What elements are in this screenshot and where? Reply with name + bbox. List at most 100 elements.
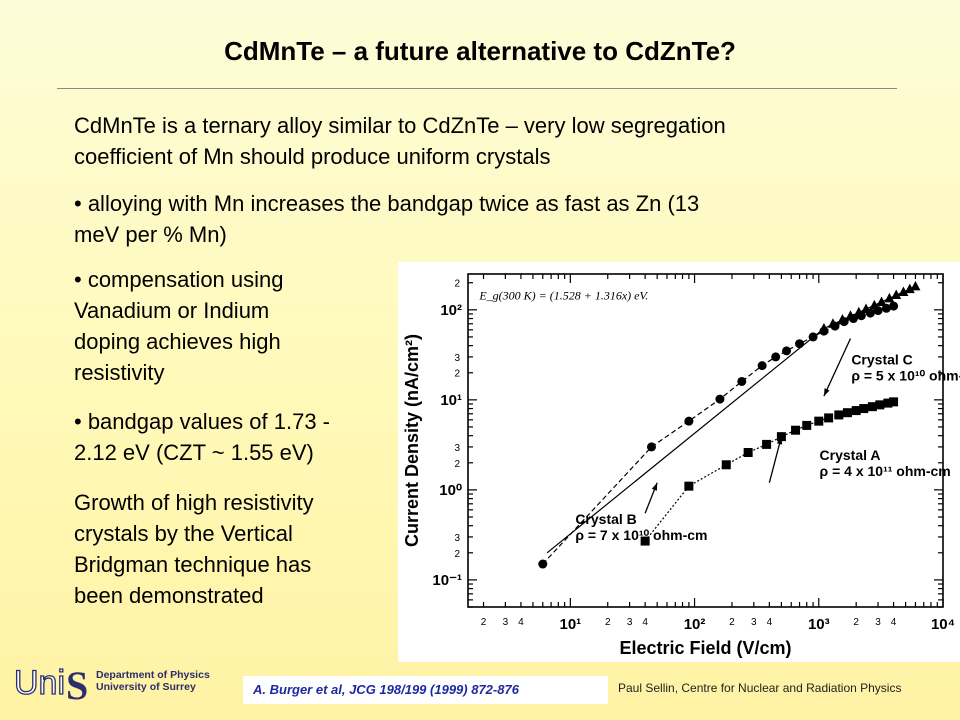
data-point-square [824, 413, 834, 423]
intro-line-1: CdMnTe is a ternary alloy similar to CdZ… [74, 113, 726, 138]
data-point-square [814, 416, 824, 426]
y-minor-tick-label: 3 [454, 533, 460, 544]
data-point-triangle [910, 280, 921, 291]
data-point-square [640, 536, 650, 546]
x-tick-label: 10¹ [560, 616, 582, 633]
x-minor-tick-label: 2 [605, 617, 611, 628]
data-point-triangle [876, 296, 887, 307]
logo-uni-text: Uni [13, 663, 66, 702]
annotation-arrowhead [823, 388, 830, 397]
bullet-bandgap-values: • bandgap values of 1.73 - 2.12 eV (CZT … [74, 406, 330, 468]
bullet-bandgap-rate-line-1: • alloying with Mn increases the bandgap… [74, 191, 700, 216]
data-point-circle [684, 416, 694, 426]
bullet-compensation-line-4: resistivity [74, 360, 165, 385]
growth-line-3: Bridgman technique has [74, 552, 312, 577]
data-point-circle [737, 376, 747, 386]
annotation-text: Crystal A [820, 447, 881, 463]
x-minor-tick-label: 2 [853, 617, 859, 628]
annotation-text: Crystal B [575, 511, 636, 527]
data-point-triangle [861, 303, 872, 314]
y-minor-tick-label: 3 [454, 443, 460, 454]
reference-box: A. Burger et al, JCG 198/199 (1999) 872-… [243, 676, 608, 704]
slide-title: CdMnTe – a future alternative to CdZnTe? [224, 36, 736, 66]
x-minor-tick-label: 2 [481, 617, 487, 628]
y-minor-tick-label: 2 [454, 459, 460, 470]
bullet-bandgap-rate: • alloying with Mn increases the bandgap… [74, 188, 699, 250]
x-tick-label: 10² [684, 616, 706, 633]
data-point-square [791, 425, 801, 435]
data-point-square [802, 420, 812, 430]
data-point-square [762, 439, 772, 449]
x-minor-tick-label: 3 [503, 617, 509, 628]
data-point-circle [646, 442, 656, 452]
reference-citation: A. Burger et al, JCG 198/199 (1999) 872-… [253, 682, 519, 697]
x-minor-tick-label: 4 [891, 617, 897, 628]
y-axis-label: Current Density (nA/cm²) [402, 334, 422, 547]
growth-line-4: been demonstrated [74, 583, 264, 608]
data-point-circle [889, 301, 899, 311]
author-credit: Paul Sellin, Centre for Nuclear and Radi… [618, 681, 902, 695]
data-point-square [859, 404, 869, 414]
data-point-square [883, 398, 893, 408]
bullet-bandgap-rate-line-2: meV per % Mn) [74, 222, 227, 247]
y-tick-label: 10⁰ [439, 482, 462, 499]
data-point-square [851, 406, 861, 416]
annotation-text: ρ = 4 x 10¹¹ ohm-cm [820, 463, 951, 479]
x-minor-tick-label: 4 [518, 617, 524, 628]
data-point-triangle [818, 323, 829, 333]
x-axis-label: Electric Field (V/cm) [619, 638, 791, 658]
data-point-square [743, 448, 753, 458]
annotation-text: ρ = 7 x 10¹⁰ ohm-cm [575, 527, 707, 543]
bullet-bandgap-values-line-2: 2.12 eV (CZT ~ 1.55 eV) [74, 440, 314, 465]
bullet-compensation-line-1: • compensation using [74, 267, 284, 292]
data-point-square [834, 410, 844, 420]
data-point-circle [757, 361, 767, 371]
x-minor-tick-label: 4 [642, 617, 648, 628]
data-point-square [842, 408, 852, 418]
x-minor-tick-label: 4 [767, 617, 773, 628]
annotation-arrow [768, 436, 783, 483]
y-minor-tick-label: 2 [454, 279, 460, 290]
data-point-triangle [853, 306, 864, 317]
x-minor-tick-label: 3 [875, 617, 881, 628]
annotation-arrow [823, 338, 852, 397]
y-tick-label: 10² [440, 302, 462, 319]
data-point-square [684, 481, 694, 491]
intro-line-2: coefficient of Mn should produce uniform… [74, 144, 551, 169]
data-point-triangle [898, 286, 909, 296]
annotation-text: Crystal C [851, 352, 912, 368]
bullet-compensation-line-2: Vanadium or Indium [74, 298, 270, 323]
data-point-circle [771, 352, 781, 362]
data-point-triangle [827, 318, 838, 328]
data-point-square [875, 400, 885, 410]
y-tick-label: 10⁻¹ [432, 572, 462, 589]
data-point-square [721, 460, 731, 470]
y-minor-tick-label: 2 [454, 369, 460, 380]
annotation-arrowhead [651, 482, 658, 491]
data-point-triangle [904, 283, 915, 294]
data-point-square [889, 397, 899, 407]
chart-panel: 10¹ 10² 10³ 10⁴ 2 2 2 2 3 3 3 3 4 4 4 4 10⁻¹ 10⁰ 10¹ 10² 2 2 2… [398, 262, 960, 662]
y-minor-tick-label: 2 [454, 549, 460, 560]
data-point-triangle [837, 314, 848, 324]
data-point-triangle [884, 292, 895, 303]
data-point-circle [715, 394, 725, 404]
bullet-bandgap-values-line-1: • bandgap values of 1.73 - [74, 409, 330, 434]
data-point-square [867, 402, 877, 412]
data-point-triangle [869, 299, 880, 310]
growth-line-1: Growth of high resistivity [74, 490, 314, 515]
x-minor-tick-label: 3 [627, 617, 633, 628]
bandgap-equation: E_g(300 K) = (1.528 + 1.316x) eV. [478, 289, 648, 303]
data-point-circle [782, 346, 792, 356]
data-point-circle [808, 332, 818, 342]
department-line-2: University of Surrey [96, 681, 196, 693]
title-divider [57, 88, 897, 89]
annotation-arrowhead [776, 436, 783, 445]
x-tick-label: 10⁴ [931, 616, 955, 633]
data-point-triangle [891, 289, 902, 300]
growth-line-2: crystals by the Vertical [74, 521, 293, 546]
data-point-circle [795, 339, 805, 349]
data-point-circle [538, 559, 548, 569]
intro-paragraph: CdMnTe is a ternary alloy similar to CdZ… [74, 110, 726, 172]
